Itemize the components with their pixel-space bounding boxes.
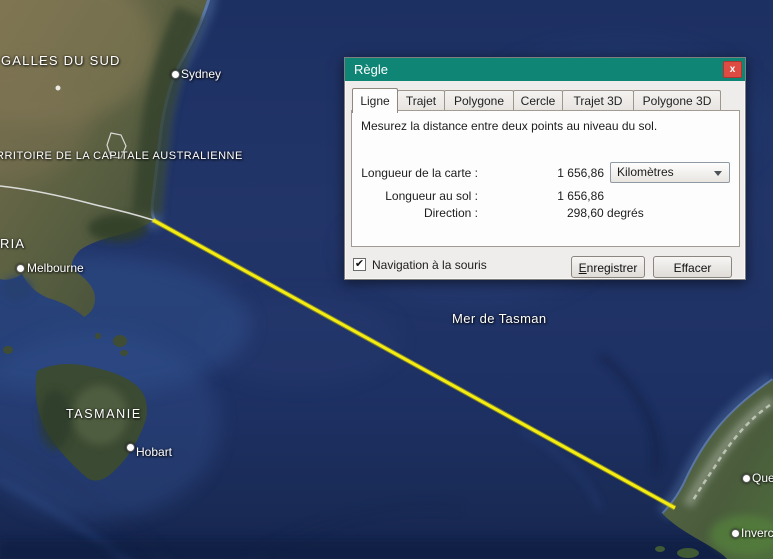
map-length-value: 1 656,86 (557, 166, 604, 180)
close-icon[interactable]: x (723, 61, 742, 78)
tab-polygone[interactable]: Polygone (444, 90, 514, 111)
land-new-zealand (655, 380, 773, 559)
region-label-capitale-australienne: RRITOIRE DE LA CAPITALE AUSTRALIENNE (0, 150, 243, 162)
unit-dropdown[interactable]: Kilomètres (610, 162, 730, 183)
sea-label-mer-de-tasman: Mer de Tasman (452, 311, 547, 326)
tab-ligne[interactable]: Ligne (352, 88, 398, 113)
ruler-dialog: Règle x Ligne Trajet Polygone Cercle Tra… (344, 57, 746, 280)
measure-description: Mesurez la distance entre deux points au… (361, 119, 658, 133)
city-label-invercargill: Invercar (741, 526, 773, 540)
tab-cercle[interactable]: Cercle (513, 90, 563, 111)
dialog-titlebar[interactable]: Règle (345, 58, 745, 81)
unit-dropdown-value: Kilomètres (617, 165, 674, 179)
city-dot-queenstown[interactable] (742, 474, 751, 483)
city-dot-melbourne[interactable] (16, 264, 25, 273)
region-label-galles-du-sud: GALLES DU SUD (1, 53, 121, 68)
clear-button[interactable]: Effacer (653, 256, 732, 278)
city-dot-invercargill[interactable] (731, 529, 740, 538)
measure-line[interactable] (152, 218, 676, 510)
ground-length-label: Longueur au sol : (385, 189, 478, 203)
city-label-sydney: Sydney (181, 67, 222, 81)
city-label-melbourne: Melbourne (27, 261, 84, 275)
city-dot-hobart[interactable] (126, 443, 135, 452)
ground-length-value: 1 656,86 (557, 189, 604, 203)
tab-polygone-3d[interactable]: Polygone 3D (633, 90, 721, 111)
tab-trajet-3d[interactable]: Trajet 3D (562, 90, 634, 111)
region-label-victoria: RIA (0, 236, 26, 251)
direction-label: Direction : (423, 206, 478, 220)
tab-panel: Mesurez la distance entre deux points au… (351, 110, 740, 247)
state-borders (0, 132, 154, 221)
region-label-tasmanie: TASMANIE (66, 407, 142, 421)
tab-strip: Ligne Trajet Polygone Cercle Trajet 3D P… (352, 88, 721, 113)
direction-value: 298,60 degrés (567, 206, 644, 220)
mouse-navigation-label: Navigation à la souris (372, 258, 487, 272)
land-australia (0, 0, 207, 317)
chevron-down-icon (714, 171, 722, 176)
mouse-navigation-checkbox[interactable]: ✔ (353, 258, 366, 271)
save-button[interactable]: Enregistrer (571, 256, 645, 278)
tab-trajet[interactable]: Trajet (397, 90, 445, 111)
map-length-label: Longueur de la carte : (361, 166, 478, 180)
city-label-hobart: Hobart (136, 445, 173, 459)
land-tasmania (3, 333, 148, 481)
city-label-queenstown: Quee (752, 471, 773, 485)
city-dot-sydney[interactable] (171, 70, 180, 79)
